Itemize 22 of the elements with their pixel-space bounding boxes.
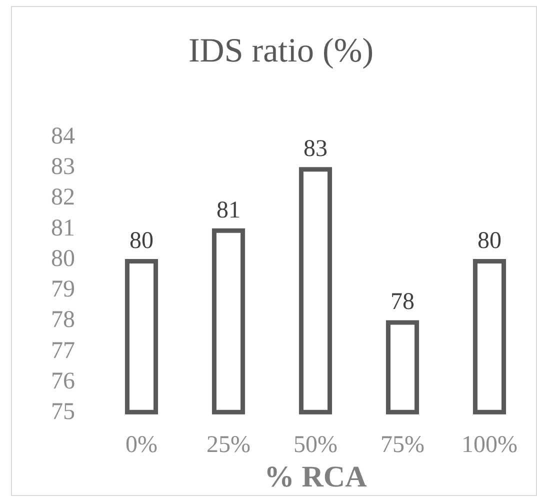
- y-tick-label: 83: [51, 154, 75, 180]
- data-label: 81: [216, 197, 240, 224]
- y-tick-label: 82: [51, 184, 75, 211]
- y-tick-label: 78: [51, 307, 75, 334]
- chart-title: IDS ratio (%): [188, 32, 374, 70]
- x-tick-label: 75%: [380, 432, 424, 458]
- data-label: 80: [130, 228, 154, 254]
- x-tick-label: 50%: [294, 432, 338, 458]
- x-tick-label: 25%: [206, 432, 250, 458]
- y-tick-label: 80: [51, 246, 75, 272]
- y-tick-label: 79: [51, 276, 75, 303]
- y-tick-label: 75: [51, 399, 75, 426]
- x-axis-title: % RCA: [264, 460, 368, 494]
- data-label: 78: [390, 289, 414, 316]
- x-tick-label: 100%: [462, 432, 518, 458]
- y-tick-label: 84: [51, 124, 75, 150]
- x-tick-label: 0%: [126, 432, 158, 458]
- y-tick-label: 81: [51, 215, 75, 242]
- data-label: 83: [304, 136, 328, 162]
- y-tick-label: 76: [51, 368, 75, 394]
- data-label: 80: [478, 228, 502, 254]
- y-tick-label: 77: [51, 338, 75, 364]
